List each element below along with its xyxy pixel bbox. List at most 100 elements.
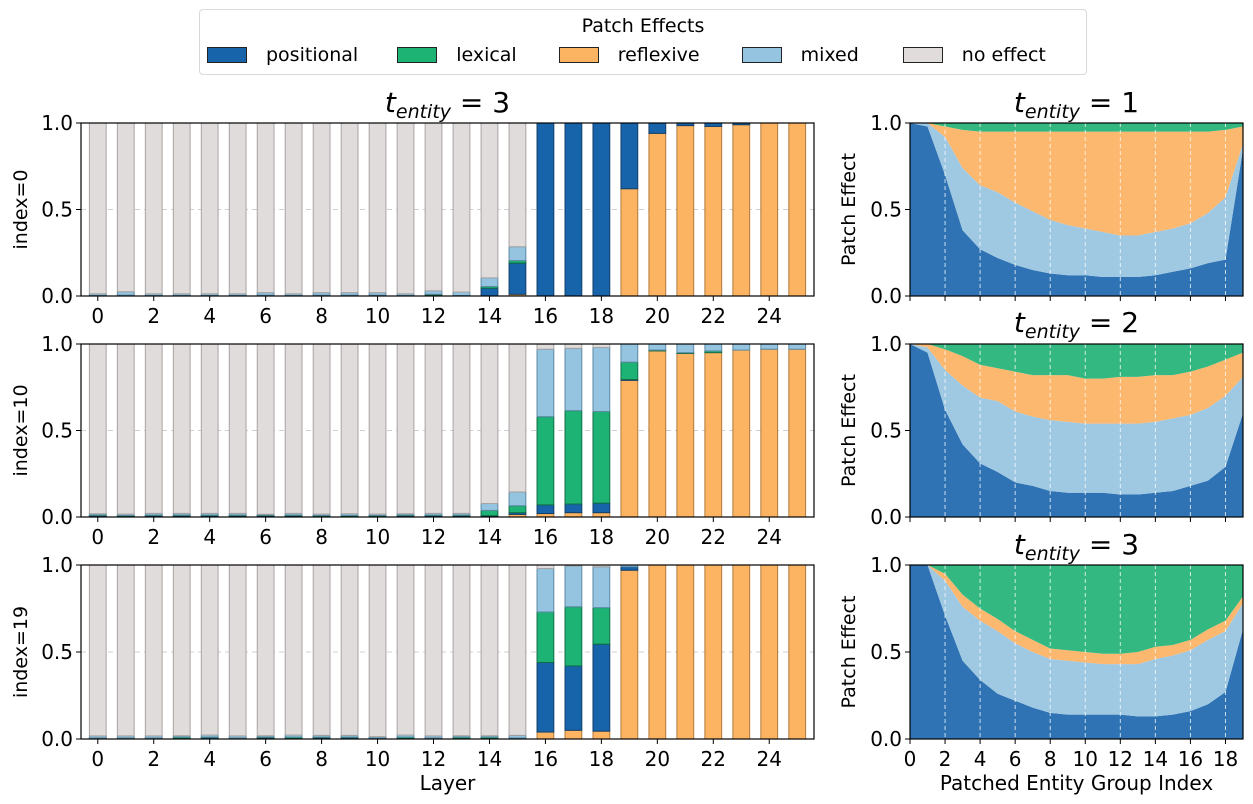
bar-segment-positional (564, 665, 583, 731)
area-mixed (910, 344, 1243, 495)
bar-segment-mixed (760, 343, 779, 350)
bar-segment-no-effect (396, 122, 415, 295)
x-tick-label: 20 (645, 304, 670, 328)
x-tick-label: 12 (421, 525, 446, 549)
bar-segment-no-effect (172, 122, 191, 295)
legend-item-mixed: mixed (741, 44, 859, 66)
bar-segment-no-effect (88, 564, 107, 737)
x-tick-label: 6 (259, 304, 272, 328)
bar-segment-no-effect (88, 343, 107, 515)
legend: Patch Effects positional lexical reflexi… (199, 9, 1087, 75)
y-tick-label: 1.0 (870, 111, 902, 135)
y-tick-label: 1.0 (41, 111, 73, 135)
legend-items: positional lexical reflexive mixed no ef… (207, 44, 1046, 66)
y-axis-label: index=0 (10, 170, 32, 250)
y-tick-label: 0.0 (870, 727, 902, 751)
bar-segment-positional (536, 122, 555, 297)
x-tick-label: 2 (147, 747, 160, 771)
x-tick-label: 4 (974, 747, 987, 771)
x-tick-label: 8 (315, 747, 328, 771)
chart-title: tentity = 3 (1014, 528, 1139, 565)
legend-swatch-reflexive (558, 47, 599, 63)
bar-segment-no-effect (200, 343, 219, 514)
bar-segment-no-effect (228, 122, 247, 295)
bar-segment-reflexive (732, 124, 751, 297)
y-tick-label: 0.0 (41, 284, 73, 308)
bar-segment-mixed (480, 277, 499, 287)
legend-item-reflexive: reflexive (558, 44, 700, 66)
bar-segment-mixed (564, 347, 583, 412)
x-tick-label: 8 (315, 304, 328, 328)
bar-segment-no-effect (256, 122, 275, 294)
bar-segment-no-effect (564, 343, 583, 349)
x-tick-label: 0 (91, 525, 104, 549)
x-tick-label: 22 (701, 304, 726, 328)
bar-segment-reflexive (648, 564, 667, 740)
bar-segment-lexical (564, 606, 583, 667)
bar-segment-positional (536, 504, 555, 515)
x-tick-label: 2 (147, 304, 160, 328)
bar-segment-no-effect (228, 343, 247, 514)
bar-segment-lexical (508, 505, 527, 514)
y-tick-label: 0.5 (41, 419, 73, 443)
bar-segment-no-effect (284, 343, 303, 514)
x-tick-label: 10 (1073, 747, 1098, 771)
bar-segment-no-effect (452, 122, 471, 293)
bar-segment-mixed (116, 291, 135, 296)
bar-segment-reflexive (620, 569, 639, 740)
bar-segment-no-effect (340, 564, 359, 736)
bar-segment-positional (592, 502, 611, 514)
y-tick-label: 0.0 (870, 505, 902, 529)
bar-segment-reflexive (732, 349, 751, 518)
bar-segment-mixed (620, 343, 639, 363)
bar-segment-no-effect (256, 343, 275, 515)
bar-segment-reflexive (648, 132, 667, 297)
bar-segment-reflexive (788, 564, 807, 740)
x-tick-label: 14 (477, 304, 502, 328)
x-tick-label: 14 (477, 747, 502, 771)
legend-swatch-mixed (741, 47, 782, 63)
bar-segment-lexical (480, 509, 499, 517)
y-tick-label: 1.0 (41, 553, 73, 577)
x-tick-label: 16 (533, 525, 558, 549)
y-tick-label: 1.0 (870, 332, 902, 356)
bar-segment-no-effect (172, 343, 191, 514)
bar-segment-mixed (648, 343, 667, 351)
bar-segment-reflexive (760, 564, 779, 740)
bar-segment-positional (620, 566, 639, 571)
bar-segment-reflexive (676, 125, 695, 297)
legend-label: lexical (456, 44, 517, 66)
x-tick-label: 12 (421, 747, 446, 771)
bar-segment-no-effect (172, 564, 191, 737)
area-mixed (910, 565, 1243, 717)
bar-segment-positional (508, 262, 527, 295)
x-tick-label: 24 (757, 747, 782, 771)
legend-title: Patch Effects (581, 15, 705, 37)
x-tick-label: 22 (701, 747, 726, 771)
y-tick-label: 0.0 (41, 505, 73, 529)
legend-label: positional (266, 44, 359, 66)
x-tick-label: 20 (645, 525, 670, 549)
bar-segment-no-effect (368, 564, 387, 738)
bar-segment-no-effect (116, 343, 135, 515)
legend-swatch-positional (207, 47, 247, 63)
x-tick-label: 18 (589, 747, 614, 771)
bar-segment-reflexive (620, 188, 639, 297)
bar-segment-mixed (788, 343, 807, 350)
bar-segment-no-effect (396, 343, 415, 515)
area-positional (910, 344, 1243, 517)
x-tick-label: 12 (1108, 747, 1133, 771)
bar-segment-no-effect (312, 122, 331, 294)
bar-segment-no-effect (452, 343, 471, 514)
y-axis-label: index=10 (10, 384, 32, 476)
bar-segment-no-effect (508, 122, 527, 248)
bar-segment-mixed (508, 246, 527, 262)
bar-segment-no-effect (424, 564, 443, 737)
bar-segment-reflexive (788, 122, 807, 297)
bar-segment-positional (480, 287, 499, 297)
legend-label: mixed (800, 44, 859, 66)
bar-segment-mixed (536, 348, 555, 418)
bar-segment-mixed (704, 343, 723, 352)
bar-segment-lexical (536, 611, 555, 663)
